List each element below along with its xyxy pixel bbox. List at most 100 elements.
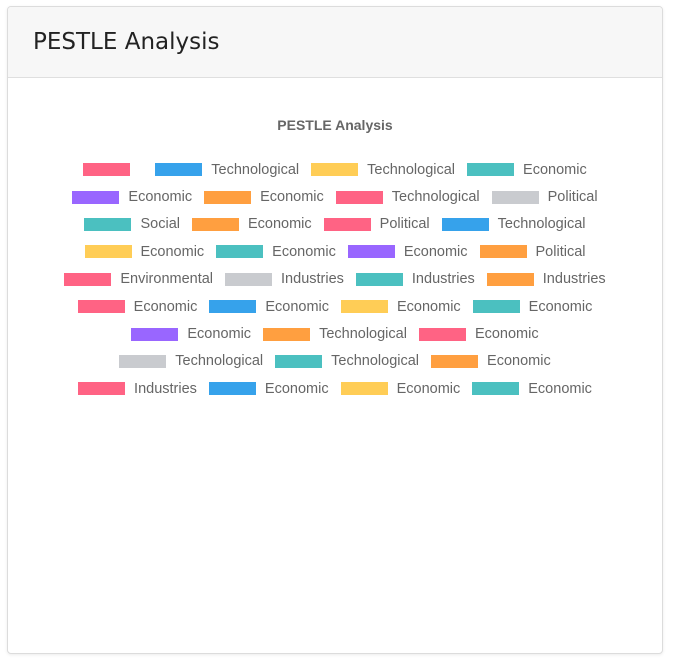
chart-legend: Technological Technological Economic Econom… — [8, 156, 662, 403]
legend-item[interactable]: Technological — [263, 326, 407, 342]
legend-swatch — [225, 272, 273, 286]
legend-swatch — [472, 300, 520, 314]
chart-title: PESTLE Analysis — [277, 117, 393, 133]
legend-item[interactable]: Economic — [431, 353, 551, 369]
legend-label: Economic — [128, 189, 193, 206]
legend-label: Economic — [264, 380, 329, 397]
legend-label: Political — [547, 189, 598, 206]
legend-label: Economic — [260, 189, 324, 206]
legend-swatch — [479, 245, 527, 259]
legend-swatch — [155, 163, 203, 177]
legend-item[interactable]: Industries — [225, 271, 344, 287]
legend-label: Economic — [528, 380, 592, 397]
legend-label: Technological — [175, 353, 264, 370]
legend-swatch — [208, 382, 256, 396]
legend-swatch — [486, 272, 534, 286]
legend-item[interactable]: Economic — [209, 299, 329, 315]
legend-row: Technological Technological Economic — [8, 348, 662, 375]
legend-swatch — [84, 217, 132, 231]
legend-row: Economic Economic Economic Political — [8, 238, 662, 265]
legend-label: Economic — [187, 326, 252, 343]
legend-item[interactable] — [83, 163, 143, 177]
legend-item[interactable]: Economic — [347, 243, 468, 260]
legend-item[interactable]: Economic — [418, 326, 539, 342]
legend-swatch — [472, 382, 520, 396]
legend-item[interactable]: Industries — [486, 271, 606, 288]
legend-label: Technological — [211, 161, 300, 178]
legend-swatch — [131, 327, 179, 341]
legend-swatch — [191, 217, 239, 231]
legend-label: Political — [535, 243, 586, 260]
legend-item[interactable]: Economic — [84, 243, 205, 260]
legend-item[interactable]: Economic — [204, 189, 324, 205]
legend-label: Economic — [272, 243, 336, 260]
legend-row: Environmental Industries Industries Industr… — [8, 266, 662, 293]
legend-item[interactable]: Technological — [311, 162, 455, 178]
legend-label: Technological — [367, 161, 456, 178]
legend-item[interactable]: Social — [84, 216, 180, 232]
legend-item[interactable]: Technological — [119, 353, 263, 369]
legend-item[interactable]: Industries — [78, 381, 197, 397]
legend-label: Social — [140, 216, 180, 233]
legend-item[interactable]: Political — [491, 189, 598, 206]
legend-swatch — [441, 217, 489, 231]
legend-label: Industries — [281, 271, 344, 288]
legend-item[interactable]: Economic — [472, 298, 593, 315]
legend-swatch — [355, 272, 403, 286]
legend-item[interactable]: Economic — [467, 162, 587, 178]
legend-label: Economic — [133, 298, 198, 315]
legend-swatch — [323, 217, 371, 231]
legend-item[interactable]: Technological — [155, 162, 299, 178]
legend-swatch — [418, 327, 466, 341]
legend-swatch — [78, 382, 126, 396]
legend-item[interactable]: Economic — [191, 216, 312, 233]
card-title: PESTLE Analysis — [33, 29, 220, 55]
legend-label: Economic — [397, 298, 461, 315]
legend-item[interactable]: Economic — [131, 326, 251, 342]
legend-item[interactable]: Economic — [341, 299, 461, 315]
legend-label: Economic — [140, 243, 205, 260]
legend-row: Economic Technological Economic — [8, 320, 662, 347]
legend-row: Industries Economic Economic Economic — [8, 375, 662, 402]
legend-item[interactable]: Economic — [216, 244, 336, 260]
legend-row: Economic Economic Economic Economic — [8, 293, 662, 320]
legend-item[interactable]: Environmental — [64, 271, 213, 287]
legend-item[interactable]: Technological — [275, 353, 419, 369]
legend-swatch — [275, 354, 323, 368]
card-header: PESTLE Analysis — [8, 7, 662, 78]
chart-card: PESTLE Analysis PESTLE Analysis Technolo… — [7, 6, 663, 654]
legend-swatch — [335, 190, 383, 204]
legend-item[interactable]: Economic — [472, 381, 592, 397]
legend-item[interactable]: Technological — [441, 216, 586, 232]
legend-label: Economic — [265, 298, 329, 315]
legend-swatch — [263, 327, 311, 341]
legend-row: Social Economic Political Technological — [8, 211, 662, 238]
legend-label: Economic — [528, 298, 593, 315]
legend-swatch — [77, 300, 125, 314]
legend-item[interactable]: Political — [479, 243, 586, 260]
legend-swatch — [340, 382, 388, 396]
legend-swatch — [72, 190, 120, 204]
legend-label: Economic — [487, 353, 551, 370]
legend-swatch — [431, 354, 479, 368]
legend-label: Economic — [247, 216, 312, 233]
legend-swatch — [216, 245, 264, 259]
legend-row: Technological Technological Economic — [8, 156, 662, 183]
legend-label: Industries — [411, 271, 475, 288]
legend-item[interactable]: Economic — [208, 380, 329, 397]
legend-item[interactable]: Political — [323, 216, 430, 232]
legend-label: Industries — [542, 271, 606, 288]
legend-item[interactable]: Economic — [77, 298, 198, 315]
legend-label: Technological — [319, 326, 407, 343]
legend-swatch — [119, 354, 167, 368]
legend-item[interactable]: Economic — [340, 380, 461, 397]
legend-item[interactable]: Technological — [335, 189, 480, 205]
legend-item[interactable]: Industries — [355, 271, 475, 288]
legend-label: Economic — [396, 380, 461, 397]
legend-label: Economic — [403, 243, 468, 260]
legend-label: Industries — [134, 380, 197, 397]
legend-swatch — [204, 190, 252, 204]
legend-item[interactable]: Economic — [72, 189, 192, 205]
legend-label: Economic — [523, 161, 587, 178]
